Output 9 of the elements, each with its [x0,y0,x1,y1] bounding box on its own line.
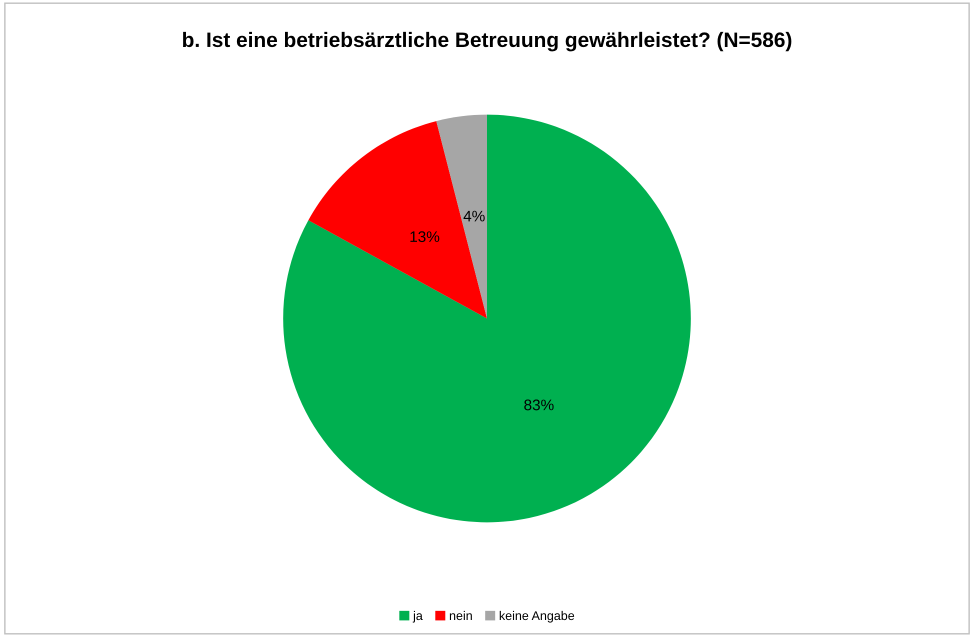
legend-label: nein [450,610,472,620]
data-label: 13% [410,231,440,242]
pie-slice [283,114,691,522]
legend-label: ja [412,610,423,623]
legend-label: keine Angabe [500,610,574,623]
chart-title: b. Ist eine betriebsärztliche Betreuung gewährleistet? (N=586) [183,32,792,52]
pie-slice [308,121,487,318]
data-label: 4% [464,210,485,222]
data-label: 83% [524,400,554,410]
